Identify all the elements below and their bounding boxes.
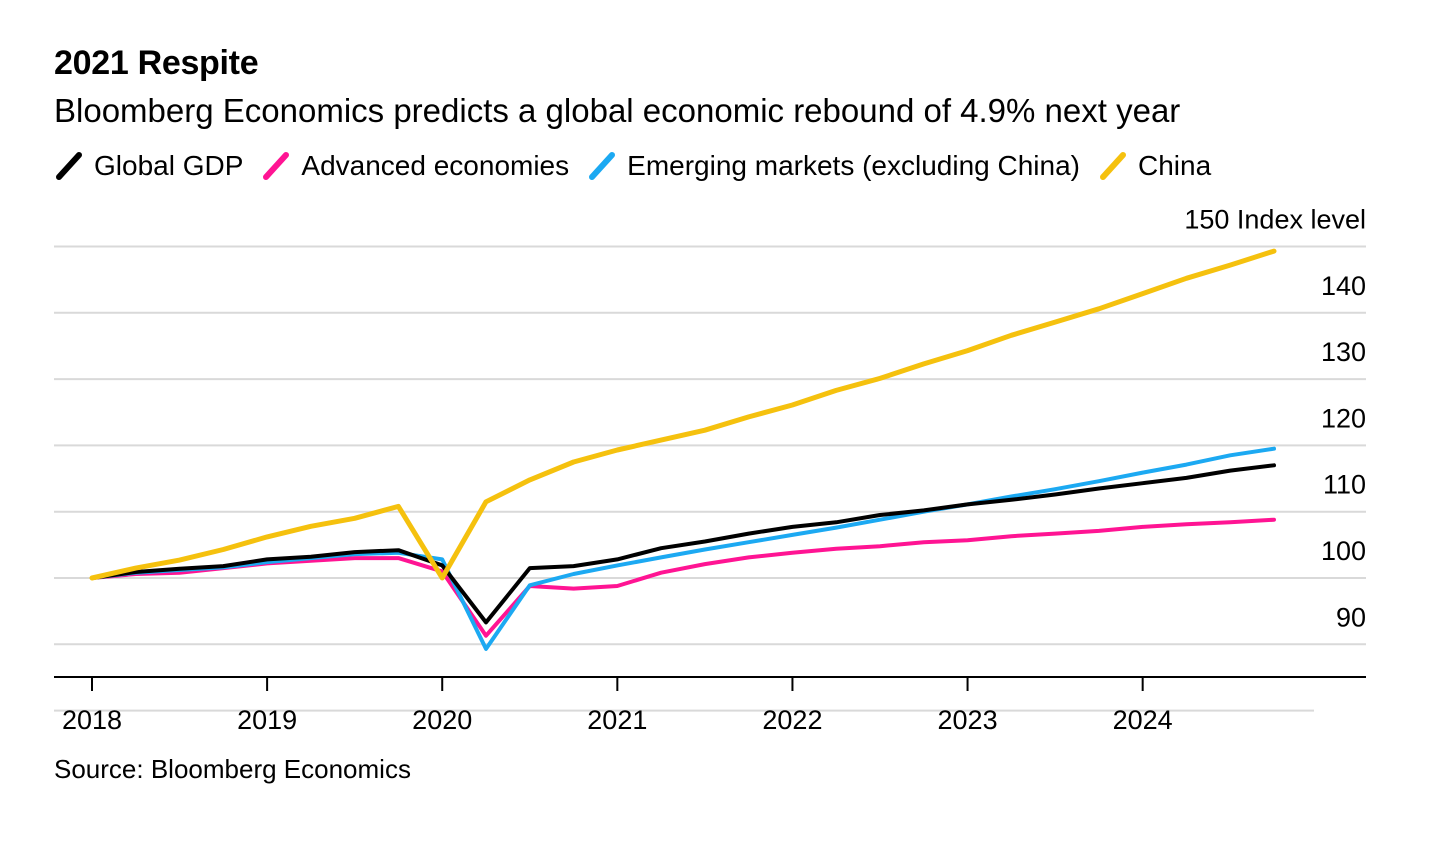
- y-tick-label-130: 130: [1321, 337, 1366, 367]
- x-ticks: 2018 2019 2020 2021 2022 2023 2024: [62, 677, 1173, 735]
- legend: Global GDP Advanced economies Emerging m…: [54, 146, 1229, 186]
- legend-swatch-china: [1100, 152, 1126, 180]
- legend-label-global-gdp: Global GDP: [94, 150, 244, 181]
- x-tick-label-2021: 2021: [587, 705, 647, 735]
- legend-swatch-emerging-markets: [589, 152, 616, 180]
- gridlines: [54, 245, 1366, 712]
- y-tick-label-110: 110: [1323, 470, 1366, 500]
- x-tick-label-2023: 2023: [938, 705, 998, 735]
- source-note: Source: Bloomberg Economics: [54, 754, 411, 784]
- series-line-china: [89, 248, 1277, 581]
- x-tick-label-2024: 2024: [1113, 705, 1173, 735]
- legend-swatch-global-gdp: [56, 152, 82, 180]
- chart-subtitle: Bloomberg Economics predicts a global ec…: [54, 92, 1181, 129]
- legend-label-china: China: [1138, 150, 1212, 181]
- legend-item-emerging-markets: Emerging markets (excluding China): [587, 149, 1080, 183]
- y-tick-label-120: 120: [1321, 403, 1366, 433]
- legend-label-advanced-economies: Advanced economies: [301, 150, 570, 181]
- y-tick-label-150: 150 Index level: [1184, 205, 1366, 235]
- y-tick-label-140: 140: [1321, 271, 1366, 301]
- series-lines: [89, 248, 1277, 651]
- y-tick-label-100: 100: [1321, 536, 1366, 566]
- x-tick-label-2020: 2020: [412, 705, 472, 735]
- series-line-emerging-markets-excluding-china: [90, 446, 1276, 651]
- chart-title: 2021 Respite: [54, 44, 259, 82]
- series-line-global-gdp: [90, 463, 1276, 625]
- x-tick-label-2022: 2022: [762, 705, 822, 735]
- legend-swatch-advanced-economies: [263, 152, 290, 180]
- legend-item-advanced-economies: Advanced economies: [261, 149, 569, 183]
- y-tick-labels: 90 100 110 120 130 140 150 Index level: [1184, 205, 1366, 633]
- x-tick-label-2018: 2018: [62, 705, 122, 735]
- legend-item-china: China: [1098, 149, 1211, 183]
- legend-item-global-gdp: Global GDP: [54, 149, 243, 183]
- x-tick-label-2019: 2019: [237, 705, 297, 735]
- legend-label-emerging-markets: Emerging markets (excluding China): [627, 150, 1080, 181]
- y-tick-label-90: 90: [1336, 602, 1366, 632]
